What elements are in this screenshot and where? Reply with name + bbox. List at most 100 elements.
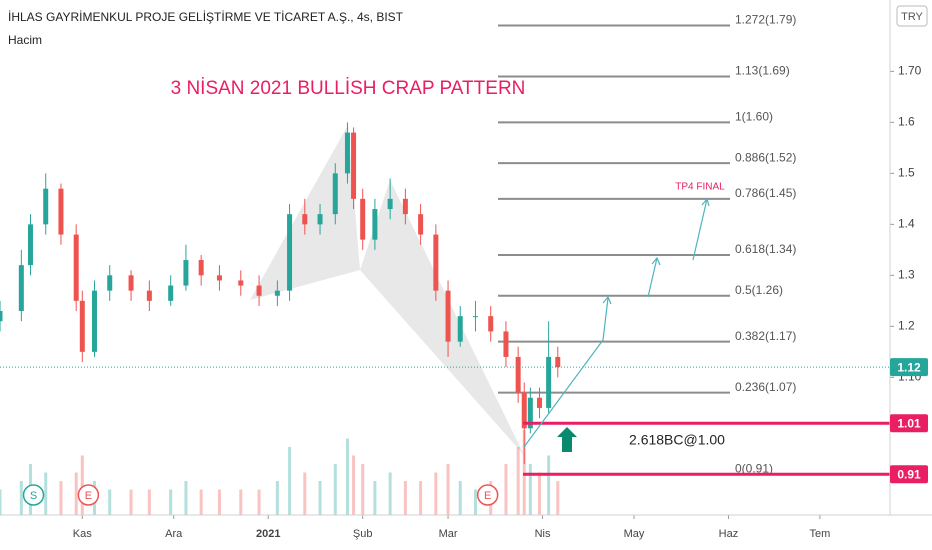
volume-bar xyxy=(303,472,307,515)
candle-body xyxy=(43,188,49,225)
x-tick-label: Şub xyxy=(353,528,373,540)
candle-body xyxy=(332,173,338,215)
up-arrow xyxy=(557,427,577,452)
event-marker xyxy=(476,484,499,506)
candle-body xyxy=(351,132,357,199)
price-tag xyxy=(890,358,928,377)
candle-body xyxy=(91,290,97,352)
y-tick-label: 1.2 xyxy=(898,319,915,333)
volume-bar xyxy=(504,464,508,515)
candle-body xyxy=(18,265,24,312)
candle-body xyxy=(372,209,378,240)
x-tick-label: Haz xyxy=(719,528,739,540)
fib-label: 0.618(1.34) xyxy=(735,242,796,256)
fib-label: 1.272(1.79) xyxy=(735,13,796,27)
volume-bar xyxy=(239,489,243,515)
currency: TRY xyxy=(901,11,923,23)
volume-bar xyxy=(373,481,377,515)
x-tick-label: May xyxy=(624,528,645,540)
candle-body xyxy=(79,300,85,352)
fib-label: 0.786(1.45) xyxy=(735,186,796,200)
event-marker xyxy=(22,484,45,506)
price-tag xyxy=(890,414,928,433)
fib-label: 0.5(1.26) xyxy=(735,283,783,297)
pattern-note: 2.618BC@1.00 xyxy=(629,432,725,448)
price-tag-label: 0.91 xyxy=(897,467,921,481)
candle-body xyxy=(402,198,408,215)
fib-label: 0.886(1.52) xyxy=(735,150,796,164)
candle-body xyxy=(472,316,478,318)
candle-body xyxy=(488,316,494,332)
volume-bar xyxy=(169,489,173,515)
candle-body xyxy=(107,275,113,291)
candle-body xyxy=(287,214,293,291)
volume-bar xyxy=(199,489,203,515)
x-tick-label: Mar xyxy=(439,528,458,540)
volume-bar xyxy=(522,430,526,515)
price-tag xyxy=(890,465,928,484)
candle-body xyxy=(146,290,152,301)
event-marker-label: E xyxy=(85,490,92,502)
x-tick-label: Ara xyxy=(165,528,183,540)
volume-bar xyxy=(446,464,450,515)
price-tag-label: 1.12 xyxy=(897,360,921,374)
price-tag-label: 1.01 xyxy=(897,416,921,430)
target-label: TP4 FINAL xyxy=(675,182,725,193)
volume-bar xyxy=(74,472,78,515)
x-tick-label: 2021 xyxy=(256,528,280,540)
volume-bar xyxy=(44,472,48,515)
y-tick-label: 1.70 xyxy=(898,64,922,78)
candle-body xyxy=(256,285,262,296)
volume-bar xyxy=(403,481,407,515)
candle-body xyxy=(128,275,134,291)
currency-box[interactable] xyxy=(896,5,928,27)
candle-body xyxy=(457,316,463,342)
candle-body xyxy=(183,260,189,286)
candle-body xyxy=(418,214,424,235)
volume-bar xyxy=(537,472,541,515)
candle-body xyxy=(198,260,204,276)
y-tick-label: 1.6 xyxy=(898,115,915,129)
event-marker xyxy=(77,484,100,506)
candle-body xyxy=(387,198,393,210)
volume-bar xyxy=(419,481,423,515)
x-tick-label: Tem xyxy=(810,528,831,540)
event-marker-label: S xyxy=(30,490,37,502)
volume-bar xyxy=(59,481,63,515)
candle-body xyxy=(0,311,3,322)
candle-body xyxy=(302,214,308,225)
y-tick-label: 1.3 xyxy=(898,268,915,282)
fib-label: 0.382(1.17) xyxy=(735,329,796,343)
projection-path xyxy=(523,198,708,448)
volume-bar xyxy=(184,481,188,515)
volume-bar xyxy=(528,464,532,515)
x-tick-label: Kas xyxy=(73,528,92,540)
x-tick-label: Nis xyxy=(535,528,551,540)
candle-body xyxy=(503,331,509,357)
candle-body xyxy=(536,397,542,408)
volume-bar xyxy=(257,489,261,515)
candle-body xyxy=(527,397,533,429)
candle-body xyxy=(58,188,64,235)
symbol-title: İHLAS GAYRİMENKUL PROJE GELİŞTİRME VE Tİ… xyxy=(8,10,404,24)
volume-bar xyxy=(556,481,560,515)
volume-bar xyxy=(458,481,462,515)
candle-body xyxy=(433,234,439,291)
volume-bar xyxy=(516,447,520,515)
candle-body xyxy=(515,356,521,393)
headline: 3 NİSAN 2021 BULLİSH CRAP PATTERN xyxy=(171,78,526,99)
volume-bar xyxy=(108,489,112,515)
volume-bar xyxy=(345,438,349,515)
volume-bar xyxy=(0,489,2,515)
event-marker-label: E xyxy=(484,490,491,502)
candle-body xyxy=(27,224,33,266)
volume-bar xyxy=(217,489,221,515)
candle-body xyxy=(216,275,222,281)
volume-bar xyxy=(275,481,279,515)
fib-label: 0(0.91) xyxy=(735,461,773,475)
volume-bar xyxy=(388,472,392,515)
volume-bar xyxy=(473,489,477,515)
